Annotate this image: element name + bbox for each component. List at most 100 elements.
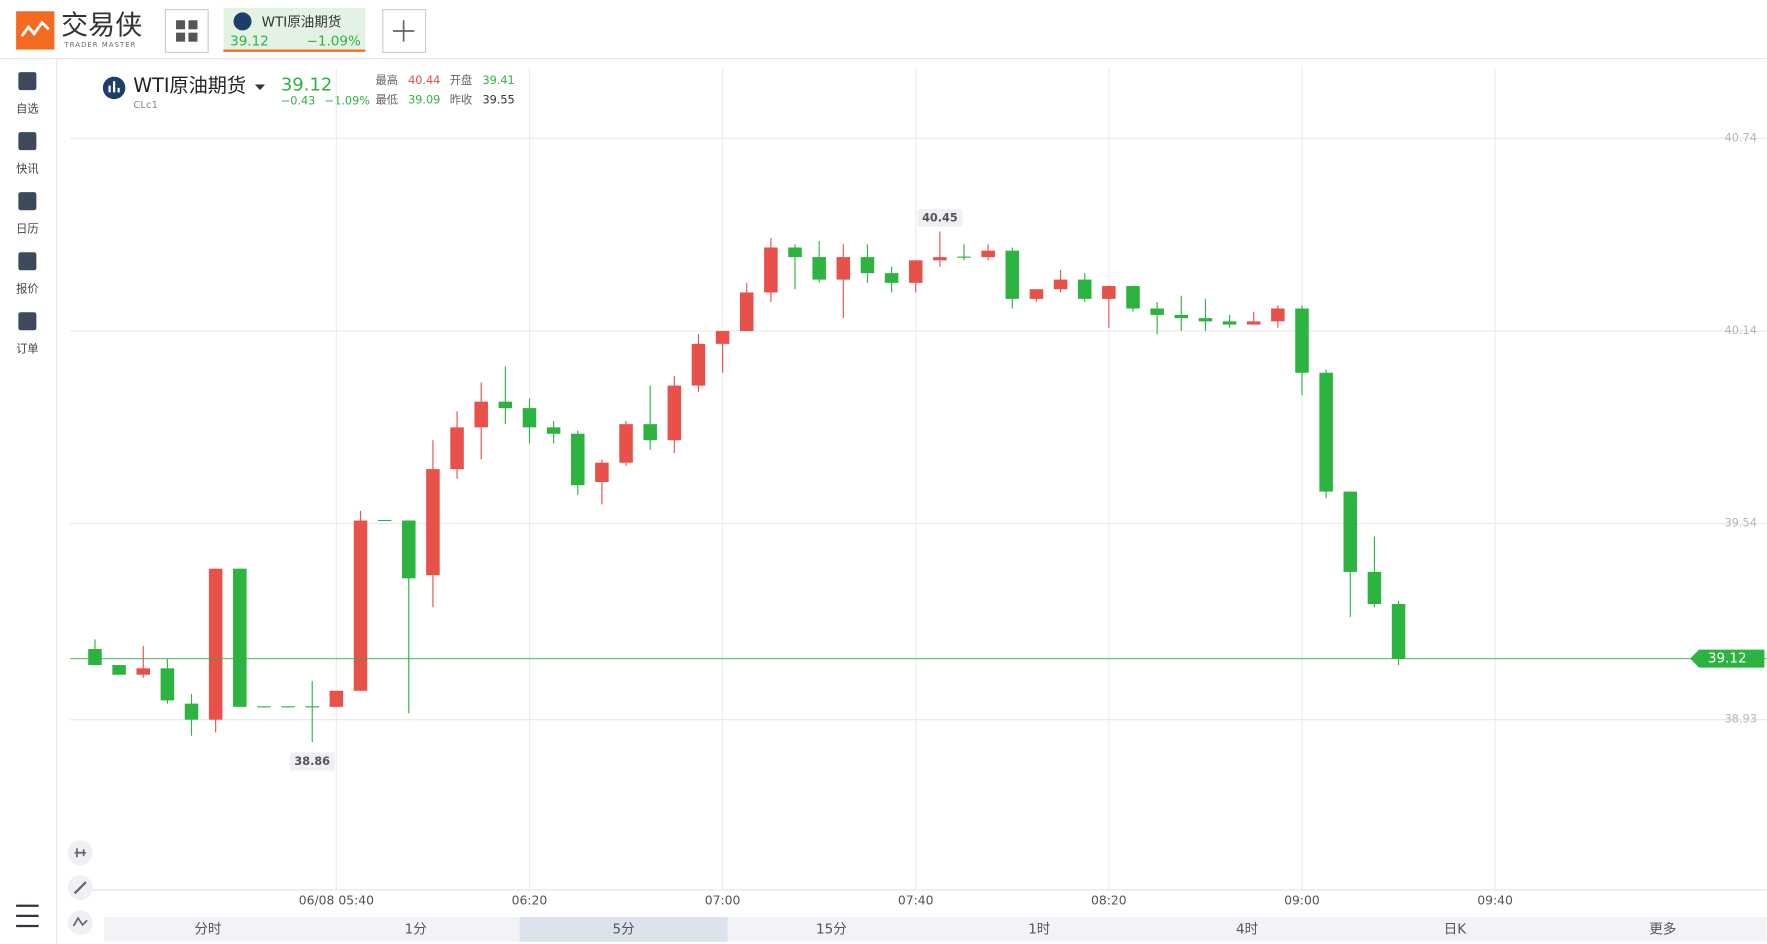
tool-icon [73, 881, 87, 895]
logo-mark [20, 20, 50, 37]
tool-icon [72, 916, 88, 927]
logo-text: 交易侠 [61, 11, 142, 42]
candle-body [1029, 289, 1044, 299]
candle-body [1246, 321, 1261, 325]
candle-body [908, 260, 923, 283]
candle-body [522, 408, 537, 428]
stat-label: 最高 [375, 73, 398, 87]
sidebar-label[interactable]: 订单 [16, 342, 39, 355]
candle-body [281, 706, 295, 708]
candle-body [1126, 286, 1140, 309]
candle-body [836, 257, 851, 280]
candle-body [1343, 491, 1358, 572]
stat-value: 39.09 [408, 93, 440, 106]
candle-body [667, 385, 682, 441]
period-tab[interactable]: 4时 [1236, 921, 1258, 937]
candle-body [715, 330, 730, 344]
candle-body [1005, 250, 1020, 299]
y-tick-label: 38.93 [1725, 713, 1757, 726]
layout-button[interactable] [164, 9, 209, 53]
candle-body [1222, 321, 1237, 325]
candle-body [1319, 372, 1333, 492]
candle-body [136, 668, 150, 675]
period-tab[interactable]: 5分 [613, 921, 635, 937]
quote-name[interactable]: WTI原油期货 [133, 74, 246, 97]
tab-underline [223, 49, 366, 52]
sidebar-label[interactable]: 快讯 [16, 162, 39, 175]
candle-body [184, 703, 199, 720]
candle-body [788, 247, 802, 258]
candle-body [1174, 314, 1189, 319]
layout-icon [176, 32, 186, 42]
candle-body [208, 568, 223, 720]
layout-icon [176, 20, 186, 30]
x-tick-label: 07:40 [898, 893, 934, 908]
period-tab[interactable]: 15分 [816, 921, 847, 937]
candle-body [1198, 318, 1213, 322]
candle-body [571, 433, 585, 486]
y-tick-label: 40.74 [1725, 131, 1757, 144]
candle-body [643, 424, 657, 441]
candle-body [88, 649, 102, 666]
sidebar-label[interactable]: 日历 [16, 222, 39, 235]
candle-body [1102, 286, 1116, 299]
extreme-label: 38.86 [294, 755, 330, 768]
x-tick-label: 07:00 [705, 893, 741, 908]
x-tick-label: 06:20 [512, 893, 548, 908]
candle-body [981, 250, 995, 258]
x-tick-label: 06/08 05:40 [299, 893, 374, 908]
menu-icon[interactable] [16, 904, 39, 928]
period-tab[interactable]: 日K [1444, 921, 1467, 937]
stat-value: 39.41 [482, 74, 514, 87]
candle-body [812, 257, 826, 280]
candle-body [402, 520, 416, 579]
y-tick-label: 39.54 [1725, 517, 1757, 530]
candlestick-chart: 38.93 39.54 40.14 40.74 06/08 05:40 06:20 07:0… [70, 67, 1767, 908]
period-selected[interactable] [519, 916, 728, 942]
candle-body [860, 257, 875, 274]
candle-body [933, 257, 947, 261]
candle-body [329, 690, 344, 707]
candle-body [233, 568, 247, 707]
extreme-tag [917, 208, 963, 227]
sidebar-label[interactable]: 报价 [16, 281, 39, 295]
period-tab[interactable]: 更多 [1649, 920, 1676, 937]
candle-body [595, 462, 609, 482]
candle-body [498, 401, 513, 409]
dropdown-arrow[interactable] [254, 84, 266, 91]
sidebar-icon[interactable] [18, 252, 37, 271]
sidebar-icon[interactable] [18, 312, 37, 331]
sidebar-icon[interactable] [18, 192, 37, 211]
y-tick-label: 40.14 [1725, 324, 1757, 337]
last-price-label: 39.12 [1708, 651, 1747, 667]
quote-price: 39.12 [281, 75, 333, 96]
tab-price: 39.12 [230, 34, 269, 50]
logo-sub: TRADER MASTER [64, 41, 137, 49]
tool-icon [74, 848, 86, 858]
stat-label: 开盘 [450, 73, 473, 87]
stat-value: 40.44 [408, 74, 440, 87]
period-bar: 分时 1分 5分 15分 1时 4时 日K 更多 [103, 916, 1767, 942]
x-tick-label: 09:40 [1477, 893, 1513, 908]
candle-body [764, 247, 778, 293]
candle-body [257, 706, 271, 708]
extreme-tag [289, 752, 335, 771]
last-price-tag [1690, 649, 1765, 668]
period-tab[interactable]: 1时 [1028, 921, 1050, 937]
period-tab[interactable]: 1分 [405, 921, 427, 937]
layout-icon [188, 20, 198, 30]
sidebar-label[interactable]: 自选 [16, 102, 39, 115]
period-tab[interactable]: 分时 [194, 921, 221, 937]
candle-body [957, 256, 971, 258]
sidebar-icon[interactable] [18, 132, 37, 151]
stat-label: 最低 [375, 93, 398, 106]
quote-stats: 最高 40.44 开盘 39.41 最低 39.09 昨收 39.55 [375, 73, 514, 106]
candle-body [160, 668, 175, 701]
sidebar-icon[interactable] [18, 72, 37, 91]
candle-body [1391, 604, 1406, 659]
tab-name: WTI原油期货 [262, 14, 342, 31]
x-tick-label: 09:00 [1284, 893, 1320, 908]
